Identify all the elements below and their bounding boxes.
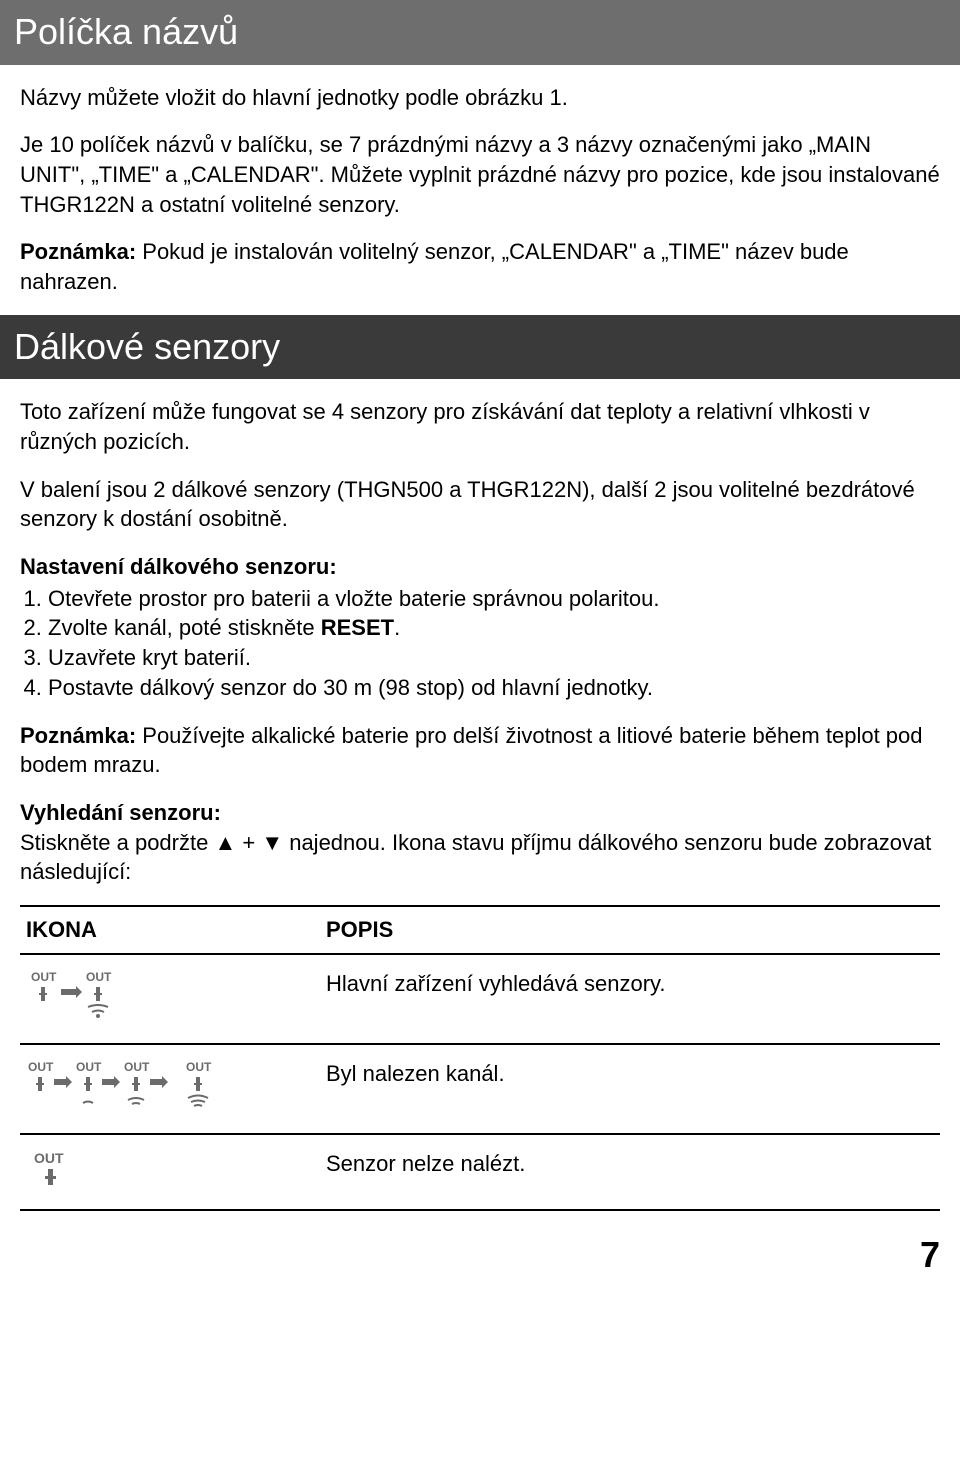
icon-cell-notfound: OUT xyxy=(20,1134,320,1210)
triangle-down-icon: ▼ xyxy=(261,830,283,855)
note: Poznámka: Používejte alkalické baterie p… xyxy=(20,721,940,780)
triangle-up-icon: ▲ xyxy=(214,830,236,855)
table-header: IKONA xyxy=(20,906,320,954)
svg-text:OUT: OUT xyxy=(124,1060,150,1074)
section-header-dalkove: Dálkové senzory xyxy=(0,315,960,380)
list-item: Zvolte kanál, poté stiskněte RESET. xyxy=(48,613,940,643)
note-body: Používejte alkalické baterie pro delší ž… xyxy=(20,723,923,778)
search-body-a: Stiskněte a podržte xyxy=(20,830,214,855)
sensor-search-icon: OUT OUT xyxy=(26,969,146,1029)
table-cell: Senzor nelze nalézt. xyxy=(320,1134,940,1210)
table-row: OUT Senzor nelze nalézt. xyxy=(20,1134,940,1210)
paragraph: Toto zařízení může fungovat se 4 senzory… xyxy=(20,397,940,456)
paragraph: V balení jsou 2 dálkové senzory (THGN500… xyxy=(20,475,940,534)
svg-text:OUT: OUT xyxy=(28,1060,54,1074)
sensor-found-icon: OUT OUT OUT OUT xyxy=(26,1059,256,1119)
table-header: POPIS xyxy=(320,906,940,954)
list-item: Otevřete prostor pro baterii a vložte ba… xyxy=(48,584,940,614)
svg-text:OUT: OUT xyxy=(186,1060,212,1074)
svg-text:OUT: OUT xyxy=(86,970,112,984)
icon-cell-searching: OUT OUT xyxy=(20,954,320,1044)
svg-text:OUT: OUT xyxy=(76,1060,102,1074)
note-label: Poznámka: xyxy=(20,723,136,748)
note: Poznámka: Pokud je instalován volitelný … xyxy=(20,237,940,296)
list-item: Postavte dálkový senzor do 30 m (98 stop… xyxy=(48,673,940,703)
setup-list: Otevřete prostor pro baterii a vložte ba… xyxy=(20,584,940,703)
section-header-policka: Políčka názvů xyxy=(0,0,960,65)
table-row: OUT OUT OUT OUT xyxy=(20,1044,940,1134)
icon-cell-found: OUT OUT OUT OUT xyxy=(20,1044,320,1134)
search-header: Vyhledání senzoru: xyxy=(20,800,221,825)
list-item: Uzavřete kryt baterií. xyxy=(48,643,940,673)
table-cell: Byl nalezen kanál. xyxy=(320,1044,940,1134)
note-label: Poznámka: xyxy=(20,239,136,264)
icon-table: IKONA POPIS OUT OUT xyxy=(20,905,940,1211)
paragraph: Názvy můžete vložit do hlavní jednotky p… xyxy=(20,83,940,113)
svg-text:OUT: OUT xyxy=(31,970,57,984)
note-body: Pokud je instalován volitelný senzor, „C… xyxy=(20,239,849,294)
svg-text:OUT: OUT xyxy=(34,1150,64,1166)
page-number: 7 xyxy=(20,1231,940,1280)
sensor-notfound-icon: OUT xyxy=(26,1149,106,1195)
table-row: OUT OUT Hlavní zaří xyxy=(20,954,940,1044)
table-cell: Hlavní zařízení vyhledává senzory. xyxy=(320,954,940,1044)
list-header: Nastavení dálkového senzoru: xyxy=(20,552,940,582)
paragraph: Je 10 políček názvů v balíčku, se 7 práz… xyxy=(20,130,940,219)
search-section: Vyhledání senzoru: Stiskněte a podržte ▲… xyxy=(20,798,940,887)
